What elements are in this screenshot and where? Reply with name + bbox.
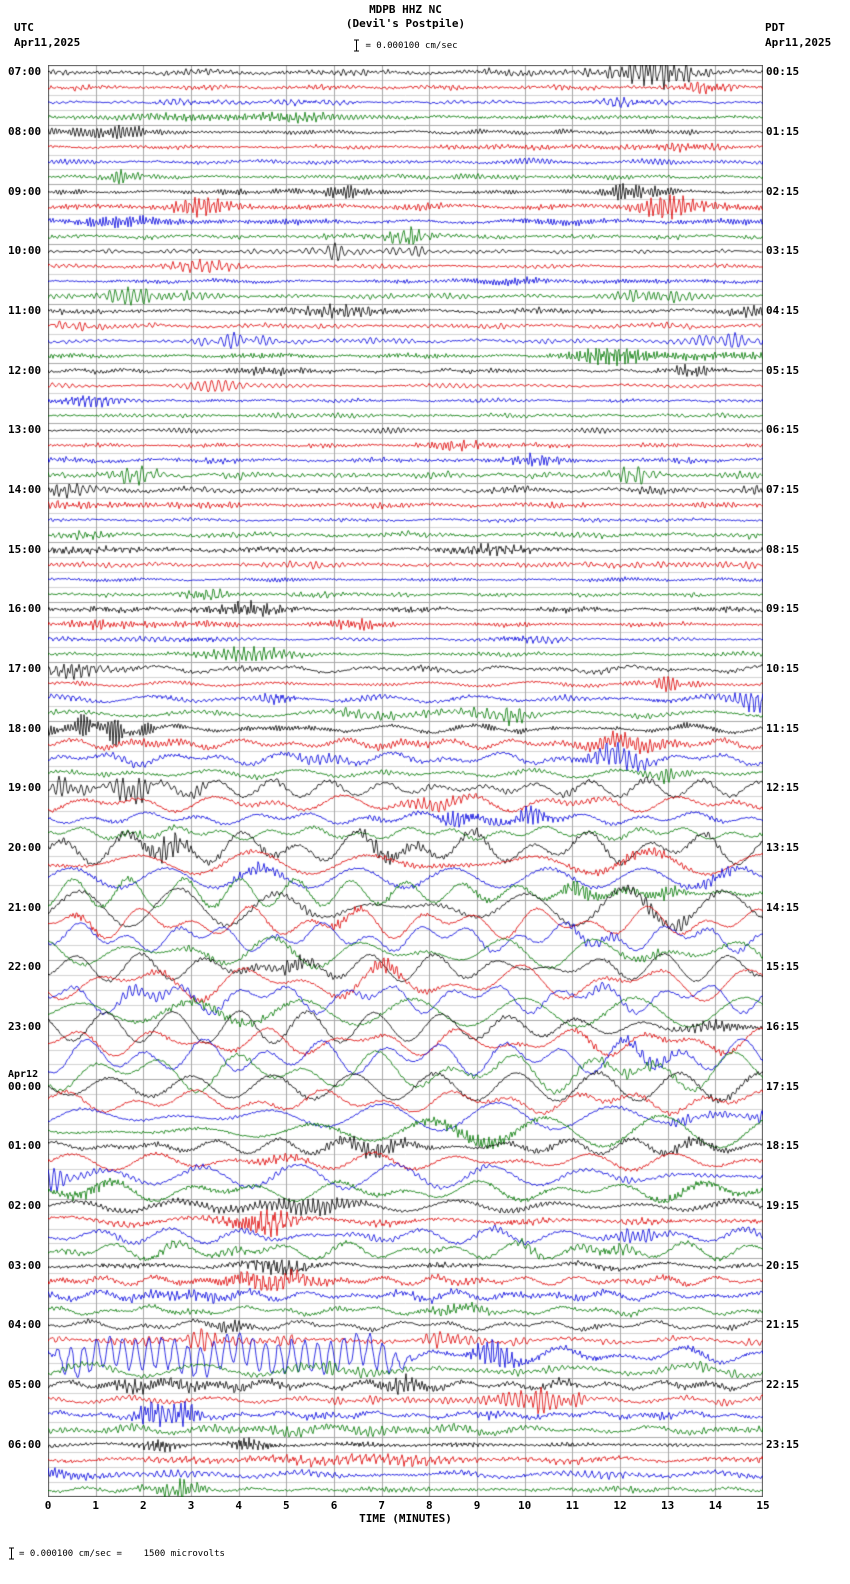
scale-legend: = 0.000100 cm/sec — [48, 39, 763, 52]
hour-label-utc: 18:00 — [8, 721, 42, 735]
hour-label-pdt: 23:15 — [766, 1437, 800, 1451]
hour-label-pdt: 19:15 — [766, 1199, 800, 1213]
hour-label-pdt: 17:15 — [766, 1079, 800, 1093]
hour-label-pdt: 22:15 — [766, 1378, 800, 1392]
station-title: MDPB HHZ NC — [369, 3, 442, 16]
hour-label-utc: 17:00 — [8, 662, 42, 676]
hour-label-pdt: 06:15 — [766, 423, 800, 437]
hour-label-pdt: 15:15 — [766, 960, 800, 974]
hour-label-utc: 22:00 — [8, 960, 42, 974]
footnote-text: = 0.000100 cm/sec = 1500 microvolts — [19, 1548, 225, 1559]
scale-footnote: = 0.000100 cm/sec = 1500 microvolts — [8, 1547, 225, 1560]
scale-bar-icon — [354, 39, 360, 52]
hour-label-utc: 19:00 — [8, 781, 42, 795]
x-tick-label: 15 — [756, 1499, 770, 1512]
hour-label-utc: 00:00 — [8, 1079, 42, 1093]
helicorder-canvas — [48, 65, 763, 1497]
hour-label-utc: 15:00 — [8, 542, 42, 556]
x-tick-label: 14 — [708, 1499, 722, 1512]
hour-label-pdt: 00:15 — [766, 65, 800, 79]
hour-label-pdt: 05:15 — [766, 363, 800, 377]
hour-label-utc: 10:00 — [8, 244, 42, 258]
hour-label-utc: 21:00 — [8, 900, 42, 914]
hour-label-pdt: 08:15 — [766, 542, 800, 556]
hour-label-pdt: 20:15 — [766, 1258, 800, 1272]
hour-label-pdt: 02:15 — [766, 184, 800, 198]
x-tick-label: 9 — [473, 1499, 481, 1512]
hour-label-utc: 01:00 — [8, 1139, 42, 1153]
scale-bar-icon — [9, 1547, 14, 1560]
hour-label-utc: 16:00 — [8, 602, 42, 616]
x-tick-label: 4 — [235, 1499, 242, 1512]
hour-label-pdt: 09:15 — [766, 602, 800, 616]
hour-label-pdt: 07:15 — [766, 483, 800, 497]
pdt-label: PDT — [765, 21, 785, 34]
hour-label-pdt: 12:15 — [766, 781, 800, 795]
x-tick-label: 1 — [92, 1499, 99, 1512]
hour-label-pdt: 16:15 — [766, 1020, 800, 1034]
hour-label-utc: 03:00 — [8, 1258, 42, 1272]
x-axis-title: TIME (MINUTES) — [359, 1512, 452, 1525]
utc-label: UTC — [14, 21, 34, 34]
hour-label-utc: 02:00 — [8, 1199, 42, 1213]
x-tick-label: 8 — [426, 1499, 433, 1512]
x-tick-label: 7 — [378, 1499, 385, 1512]
hour-label-utc: 08:00 — [8, 125, 42, 139]
hour-label-utc: 05:00 — [8, 1378, 42, 1392]
utc-date: Apr11,2025 — [14, 36, 81, 49]
hour-label-utc: 07:00 — [8, 65, 42, 79]
hour-label-pdt: 18:15 — [766, 1139, 800, 1153]
x-tick-label: 13 — [661, 1499, 675, 1512]
x-tick-label: 2 — [140, 1499, 147, 1512]
x-tick-label: 10 — [518, 1499, 532, 1512]
x-tick-label: 0 — [44, 1499, 52, 1512]
hour-label-utc: 23:00 — [8, 1020, 42, 1034]
hour-label-utc: 11:00 — [8, 304, 42, 318]
x-tick-label: 11 — [565, 1499, 579, 1512]
hour-label-utc: 06:00 — [8, 1437, 42, 1451]
hour-label-utc: 04:00 — [8, 1318, 42, 1332]
hour-label-pdt: 11:15 — [766, 721, 800, 735]
hour-label-pdt: 21:15 — [766, 1318, 800, 1332]
hour-label-pdt: 03:15 — [766, 244, 800, 258]
pdt-date: Apr11,2025 — [765, 36, 832, 49]
hour-label-pdt: 13:15 — [766, 841, 800, 855]
utc-header: UTC Apr11,2025 — [14, 20, 80, 50]
x-tick-label: 5 — [283, 1499, 290, 1512]
hour-label-pdt: 10:15 — [766, 662, 800, 676]
x-tick-label: 12 — [613, 1499, 627, 1512]
hour-label-utc: 13:00 — [8, 423, 42, 437]
hour-label-utc: 14:00 — [8, 483, 42, 497]
station-location: (Devil's Postpile) — [345, 17, 466, 30]
hour-label-utc: 09:00 — [8, 184, 42, 198]
x-tick-label: 6 — [330, 1499, 338, 1512]
hour-label-pdt: 04:15 — [766, 304, 800, 318]
hour-label-pdt: 01:15 — [766, 125, 800, 139]
hour-label-pdt: 14:15 — [766, 900, 800, 914]
scale-text: = 0.000100 cm/sec — [365, 40, 458, 51]
hour-label-utc: 20:00 — [8, 841, 42, 855]
x-tick-label: 3 — [187, 1499, 195, 1512]
pdt-header: PDT Apr11,2025 — [765, 20, 831, 50]
hour-label-utc: 12:00 — [8, 363, 42, 377]
date-rollover-label: Apr12 — [8, 1068, 39, 1080]
